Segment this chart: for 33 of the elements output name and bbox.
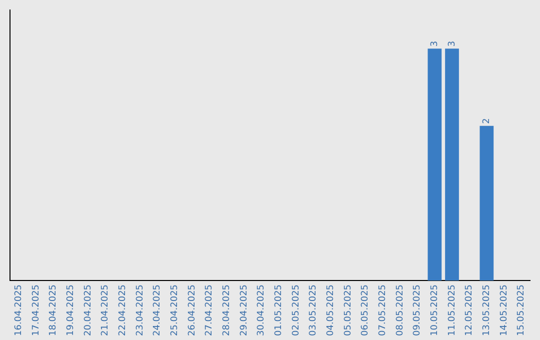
x-tick-label: 23.04.2025	[135, 284, 146, 336]
x-tick-label: 16.04.2025	[14, 284, 24, 336]
x-tick-label: 01.05.2025	[274, 284, 284, 336]
x-tick-label: 25.04.2025	[170, 284, 180, 336]
x-tick-label: 02.05.2025	[291, 284, 302, 336]
x-tick-label: 08.05.2025	[395, 284, 406, 336]
x-tick-label: 22.04.2025	[118, 284, 128, 336]
x-tick-label: 27.04.2025	[204, 284, 215, 336]
x-tick-label: 28.04.2025	[222, 284, 232, 336]
x-tick-label: 03.05.2025	[308, 284, 319, 336]
x-tick-label: 30.04.2025	[256, 284, 267, 336]
x-tick-label: 04.05.2025	[326, 284, 336, 336]
data-label: 3	[430, 40, 440, 47]
x-tick-label: 26.04.2025	[187, 284, 198, 336]
x-tick-label: 29.04.2025	[239, 284, 250, 336]
x-tick-label: 20.04.2025	[83, 284, 94, 336]
x-tick-label: 21.04.2025	[100, 284, 111, 336]
x-tick-label: 14.05.2025	[499, 284, 510, 336]
x-tick-label: 12.05.2025	[464, 284, 475, 336]
x-tick-label: 07.05.2025	[378, 284, 388, 336]
x-tick-label: 15.05.2025	[516, 284, 527, 336]
x-tick-label: 24.04.2025	[152, 284, 163, 336]
x-tick-label: 13.05.2025	[482, 284, 492, 336]
x-tick-label: 11.05.2025	[447, 284, 458, 336]
x-tick-label: 17.04.2025	[31, 284, 42, 336]
x-tick-label: 19.04.2025	[66, 284, 76, 336]
data-label: 2	[482, 118, 492, 124]
x-tick-label: 10.05.2025	[430, 284, 440, 336]
x-tick-label: 18.04.2025	[48, 284, 59, 336]
x-tick-label: 09.05.2025	[412, 284, 423, 336]
x-tick-label: 05.05.2025	[343, 284, 354, 336]
x-tick-label: 06.05.2025	[360, 284, 371, 336]
data-label: 3	[447, 40, 458, 47]
